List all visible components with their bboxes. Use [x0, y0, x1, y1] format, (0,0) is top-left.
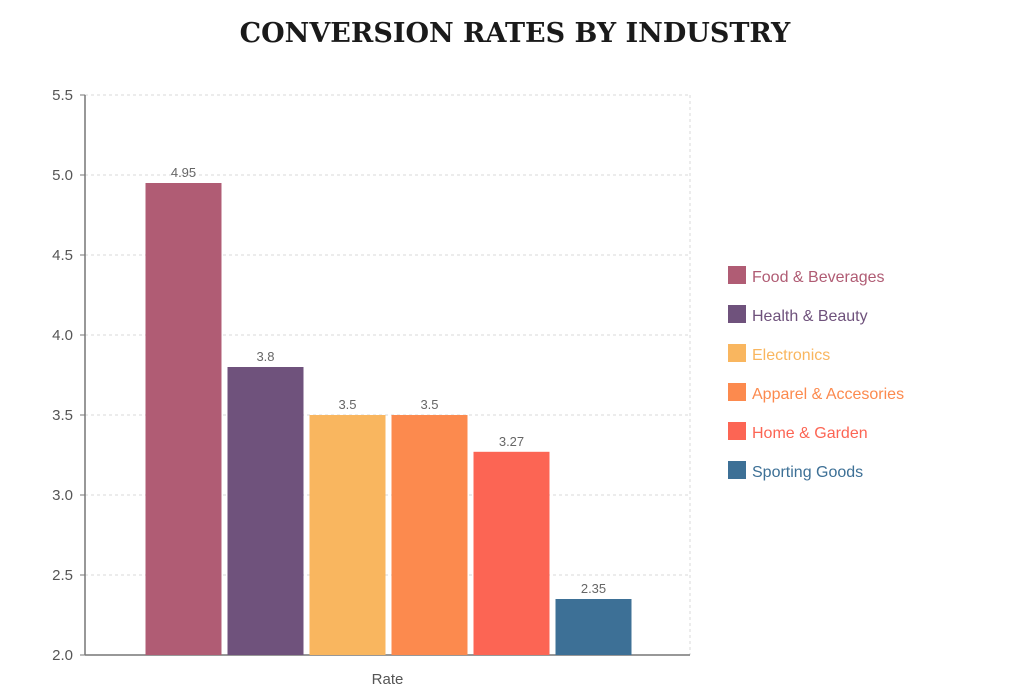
bar-4: [391, 415, 468, 655]
legend-label: Health & Beauty: [752, 308, 868, 325]
legend-swatch: [728, 266, 746, 284]
bar-2: [227, 367, 304, 655]
y-tick-label: 5.0: [52, 167, 73, 184]
bar-value-label: 3.5: [338, 397, 356, 412]
legend-swatch: [728, 461, 746, 479]
y-tick-label: 5.5: [52, 87, 73, 104]
legend-swatch: [728, 305, 746, 323]
legend-item[interactable]: Home & Garden: [728, 422, 868, 442]
bar-value-label: 3.5: [420, 397, 438, 412]
gridlines: [85, 94, 691, 655]
bar-5: [473, 451, 550, 655]
legend-item[interactable]: Apparel & Accesories: [728, 383, 904, 403]
legend-item[interactable]: Health & Beauty: [728, 305, 868, 325]
legend-label: Apparel & Accesories: [752, 386, 904, 403]
legend-item[interactable]: Electronics: [728, 344, 830, 364]
legend: Food & Beverages Health & Beauty Electroni…: [728, 266, 904, 481]
legend-label: Home & Garden: [752, 425, 868, 442]
bar-value-label: 2.35: [581, 581, 606, 596]
bar-value-label: 3.8: [256, 349, 274, 364]
x-category-label: Rate: [372, 671, 404, 688]
legend-label: Sporting Goods: [752, 464, 863, 481]
chart-title: CONVERSION RATES BY INDUSTRY: [240, 18, 791, 49]
data-labels: 4.95 3.8 3.5 3.5 3.27 2.35: [171, 165, 606, 596]
legend-swatch: [728, 383, 746, 401]
legend-label: Electronics: [752, 347, 830, 364]
axes: 2.0 2.5 3.0 3.5 4.0 4.5 5.0 5.5 Rate: [52, 87, 690, 688]
bar-value-label: 4.95: [171, 165, 196, 180]
bar-3: [309, 415, 386, 655]
y-tick-label: 3.0: [52, 487, 73, 504]
legend-label: Food & Beverages: [752, 269, 885, 286]
legend-item[interactable]: Food & Beverages: [728, 266, 885, 286]
bar-6: [555, 599, 632, 655]
bar-1: [145, 183, 222, 655]
y-tick-label: 4.5: [52, 247, 73, 264]
bar-value-label: 3.27: [499, 434, 524, 449]
bars: [145, 183, 632, 655]
legend-swatch: [728, 344, 746, 362]
legend-swatch: [728, 422, 746, 440]
y-tick-label: 2.0: [52, 647, 73, 664]
legend-item[interactable]: Sporting Goods: [728, 461, 863, 481]
y-tick-label: 2.5: [52, 567, 73, 584]
y-tick-label: 3.5: [52, 407, 73, 424]
y-tick-label: 4.0: [52, 327, 73, 344]
